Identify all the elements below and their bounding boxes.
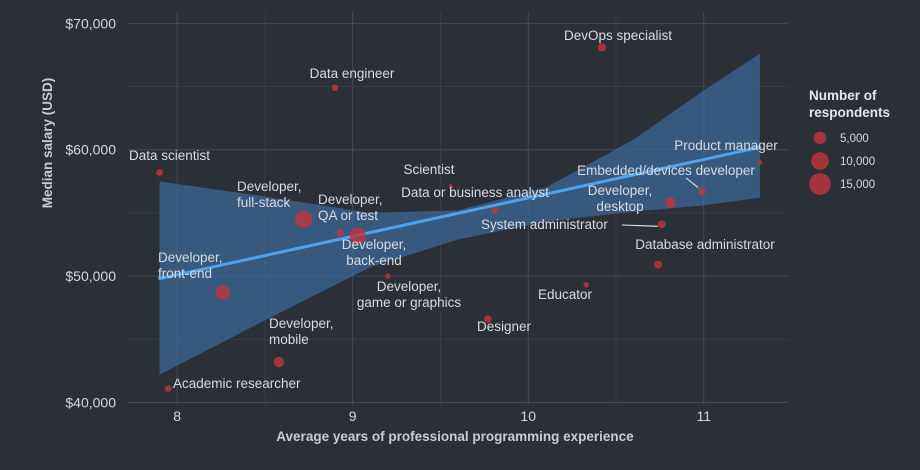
label-developer-mobile: Developer, mobile — [269, 316, 334, 347]
label-developer-front-end: Developer, front-end — [158, 250, 223, 281]
bubble-developer-desktop — [665, 197, 676, 209]
point-labels-group: Data scientist Academic researcher Develop… — [129, 28, 778, 391]
y-tick-label: $70,000 — [65, 15, 116, 31]
legend-bubble — [811, 152, 829, 170]
bubble-developer-front-end — [215, 285, 230, 300]
bubble-developer-full-stack — [294, 210, 313, 228]
label-educator: Educator — [538, 287, 593, 302]
label-system-administrator: System administrator — [481, 217, 608, 232]
bubble-devops-specialist — [597, 43, 607, 52]
legend-entries: 5,000 10,000 15,000 — [809, 131, 875, 195]
label-data-or-business-analyst: Data or business analyst — [401, 185, 549, 200]
bubble-developer-qa-or-test — [336, 229, 345, 237]
x-tick-label: 8 — [173, 408, 181, 424]
label-data-scientist: Data scientist — [129, 148, 210, 163]
bubble-embedded-devices-developer — [698, 187, 706, 196]
y-axis-title: Median salary (USD) — [40, 78, 55, 209]
label-devops-specialist: DevOps specialist — [564, 28, 672, 43]
bubble-system-administrator — [657, 220, 666, 229]
legend-bubble — [809, 173, 831, 195]
bubble-data-engineer — [331, 84, 339, 92]
label-developer-game-or-graphics: Developer, game or graphics — [357, 279, 462, 310]
bubble-developer-game-or-graphics — [385, 273, 391, 279]
label-embedded-devices-developer: Embedded/devices developer — [577, 163, 755, 178]
bubble-data-or-business-analyst — [491, 207, 499, 214]
leader-lines — [621, 177, 699, 227]
bubbles-group — [156, 43, 763, 392]
x-tick-label: 10 — [520, 408, 536, 424]
label-designer: Designer — [477, 319, 532, 334]
bubble-product-manager — [757, 159, 763, 165]
legend-title: Number of respondents — [809, 88, 890, 120]
y-tick-label: $60,000 — [65, 142, 116, 158]
label-product-manager: Product manager — [674, 138, 778, 153]
bubble-scientist — [448, 184, 454, 189]
bubble-educator — [583, 282, 589, 288]
y-tick-label: $50,000 — [65, 268, 116, 284]
label-developer-desktop: Developer, desktop — [588, 183, 653, 214]
bubble-developer-mobile — [273, 356, 285, 368]
trend-line-group — [158, 145, 762, 281]
bubble-designer — [484, 315, 492, 323]
bubble-developer-back-end — [349, 227, 367, 244]
label-developer-full-stack: Developer, full-stack — [237, 179, 302, 210]
legend-bubble — [813, 131, 827, 145]
label-developer-qa-or-test: Developer, QA or test — [318, 192, 383, 223]
trend-line — [158, 145, 762, 281]
bubble-database-administrator — [654, 260, 663, 269]
legend-label: 10,000 — [840, 156, 875, 168]
tick-labels-group: 8 9 10 11 $40,000 $50,000 $60,000 $70,000 — [65, 15, 711, 424]
x-tick-label: 9 — [349, 408, 357, 424]
legend: Number of respondents 5,000 10,000 15,000 — [809, 88, 890, 195]
bubble-data-scientist — [156, 169, 164, 176]
label-scientist: Scientist — [403, 162, 454, 177]
label-developer-back-end: Developer, back-end — [342, 237, 407, 268]
leader-line — [685, 177, 699, 188]
x-axis-title: Average years of professional programmin… — [276, 429, 634, 444]
bubble-academic-researcher — [165, 385, 172, 392]
y-tick-label: $40,000 — [65, 394, 116, 410]
x-tick-label: 11 — [696, 408, 711, 424]
label-academic-researcher: Academic researcher — [173, 376, 301, 391]
label-database-administrator: Database administrator — [635, 237, 775, 252]
label-data-engineer: Data engineer — [310, 66, 395, 81]
legend-label: 15,000 — [840, 179, 875, 191]
legend-label: 5,000 — [840, 133, 869, 145]
leader-line — [621, 224, 658, 227]
